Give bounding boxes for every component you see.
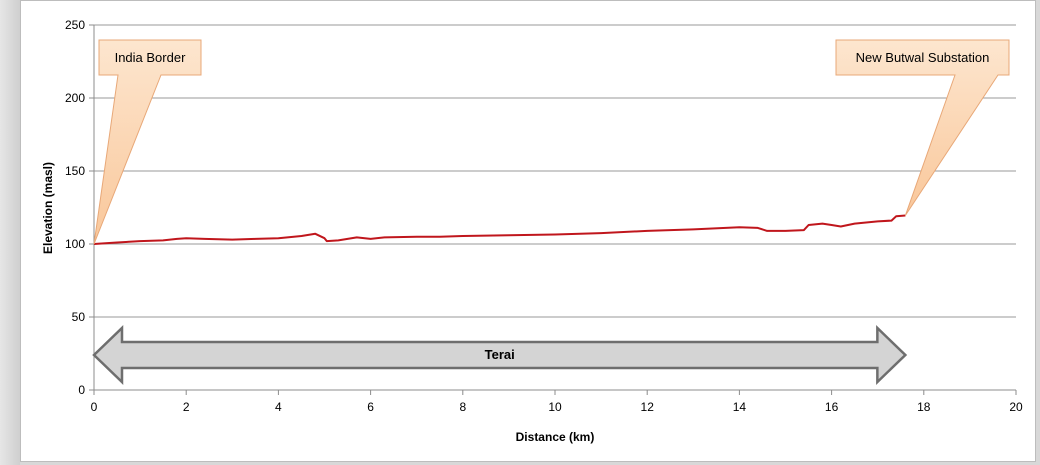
y-tick-label-0: 0 <box>78 383 85 397</box>
x-tick-label-18: 18 <box>917 400 931 414</box>
y-tick-label-200: 200 <box>65 91 85 105</box>
x-tick-label-14: 14 <box>733 400 747 414</box>
series-layer <box>93 214 906 245</box>
callout-shape-1 <box>835 39 1010 216</box>
axes: 0 50 100 150 200 250 0 2 4 6 8 10 12 14 16 18 20 <box>65 18 1023 414</box>
x-axis-label: Distance (km) <box>516 430 595 444</box>
x-tick-label-8: 8 <box>459 400 466 414</box>
callout-india-border: India Border <box>93 39 202 245</box>
y-tick-label-50: 50 <box>72 310 86 324</box>
callout-new-butwal-substation: New Butwal Substation <box>835 39 1010 216</box>
x-tick-label-20: 20 <box>1009 400 1023 414</box>
y-tick-label-250: 250 <box>65 18 85 32</box>
x-tick-label-6: 6 <box>367 400 374 414</box>
callout-text-1: New Butwal Substation <box>856 50 990 65</box>
callouts: India Border New Butwal Substation <box>93 39 1010 245</box>
x-tick-label-4: 4 <box>275 400 282 414</box>
x-tick-label-16: 16 <box>825 400 839 414</box>
chart-frame <box>20 0 1036 462</box>
terai-arrow-label: Terai <box>485 347 515 362</box>
elevation-line-0 <box>93 214 906 245</box>
x-tick-label-10: 10 <box>548 400 562 414</box>
window-left-edge <box>0 0 20 465</box>
terai-arrow-shape <box>92 325 908 385</box>
terai-range-arrow: Terai <box>92 325 908 385</box>
y-axis-label: Elevation (masl) <box>41 162 55 254</box>
x-tick-label-2: 2 <box>183 400 190 414</box>
callout-shape-0 <box>93 39 202 245</box>
callout-text-0: India Border <box>115 50 186 65</box>
x-tick-label-0: 0 <box>91 400 98 414</box>
y-tick-label-100: 100 <box>65 237 85 251</box>
x-tick-label-12: 12 <box>641 400 655 414</box>
y-tick-label-150: 150 <box>65 164 85 178</box>
